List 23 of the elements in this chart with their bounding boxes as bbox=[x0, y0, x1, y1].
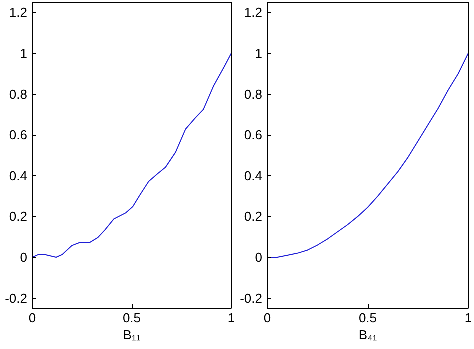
x-tick-label: 1 bbox=[464, 310, 472, 326]
y-tick-label: 0.6 bbox=[9, 128, 28, 143]
x-axis-title: B₁₁ bbox=[123, 328, 142, 342]
y-tick-label: 0.8 bbox=[244, 86, 263, 102]
y-tick-label: -0.2 bbox=[240, 290, 263, 306]
y-tick-label: -0.2 bbox=[5, 290, 28, 306]
x-tick-label: 0.5 bbox=[122, 310, 142, 326]
x-axis-title: B₄₁ bbox=[358, 328, 378, 342]
y-tick-label: 1.2 bbox=[244, 5, 263, 20]
y-tick-label: 0 bbox=[255, 250, 263, 265]
y-tick-label: 0.4 bbox=[244, 168, 263, 184]
x-tick-label: 0.5 bbox=[358, 310, 378, 326]
y-tick-label: 0.2 bbox=[9, 209, 28, 224]
x-tick-label: 1 bbox=[228, 310, 236, 326]
y-tick-label: 0.8 bbox=[9, 86, 28, 102]
y-tick-label: 0.2 bbox=[244, 209, 263, 224]
y-tick-label: 1 bbox=[20, 46, 28, 61]
y-tick-label: 1 bbox=[255, 46, 263, 61]
y-tick-label: 0 bbox=[20, 250, 28, 265]
y-tick-label: 0.6 bbox=[244, 128, 263, 143]
y-tick-label: 0.4 bbox=[9, 168, 28, 184]
line-series bbox=[32, 53, 232, 258]
y-tick-label: 1.2 bbox=[9, 5, 28, 20]
